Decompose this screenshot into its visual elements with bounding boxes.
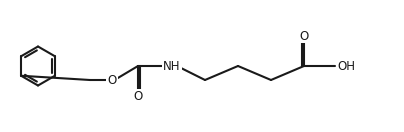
Text: OH: OH xyxy=(337,60,355,72)
Text: O: O xyxy=(107,74,117,86)
Text: NH: NH xyxy=(163,60,181,72)
Text: O: O xyxy=(133,89,143,103)
Text: O: O xyxy=(299,29,309,43)
